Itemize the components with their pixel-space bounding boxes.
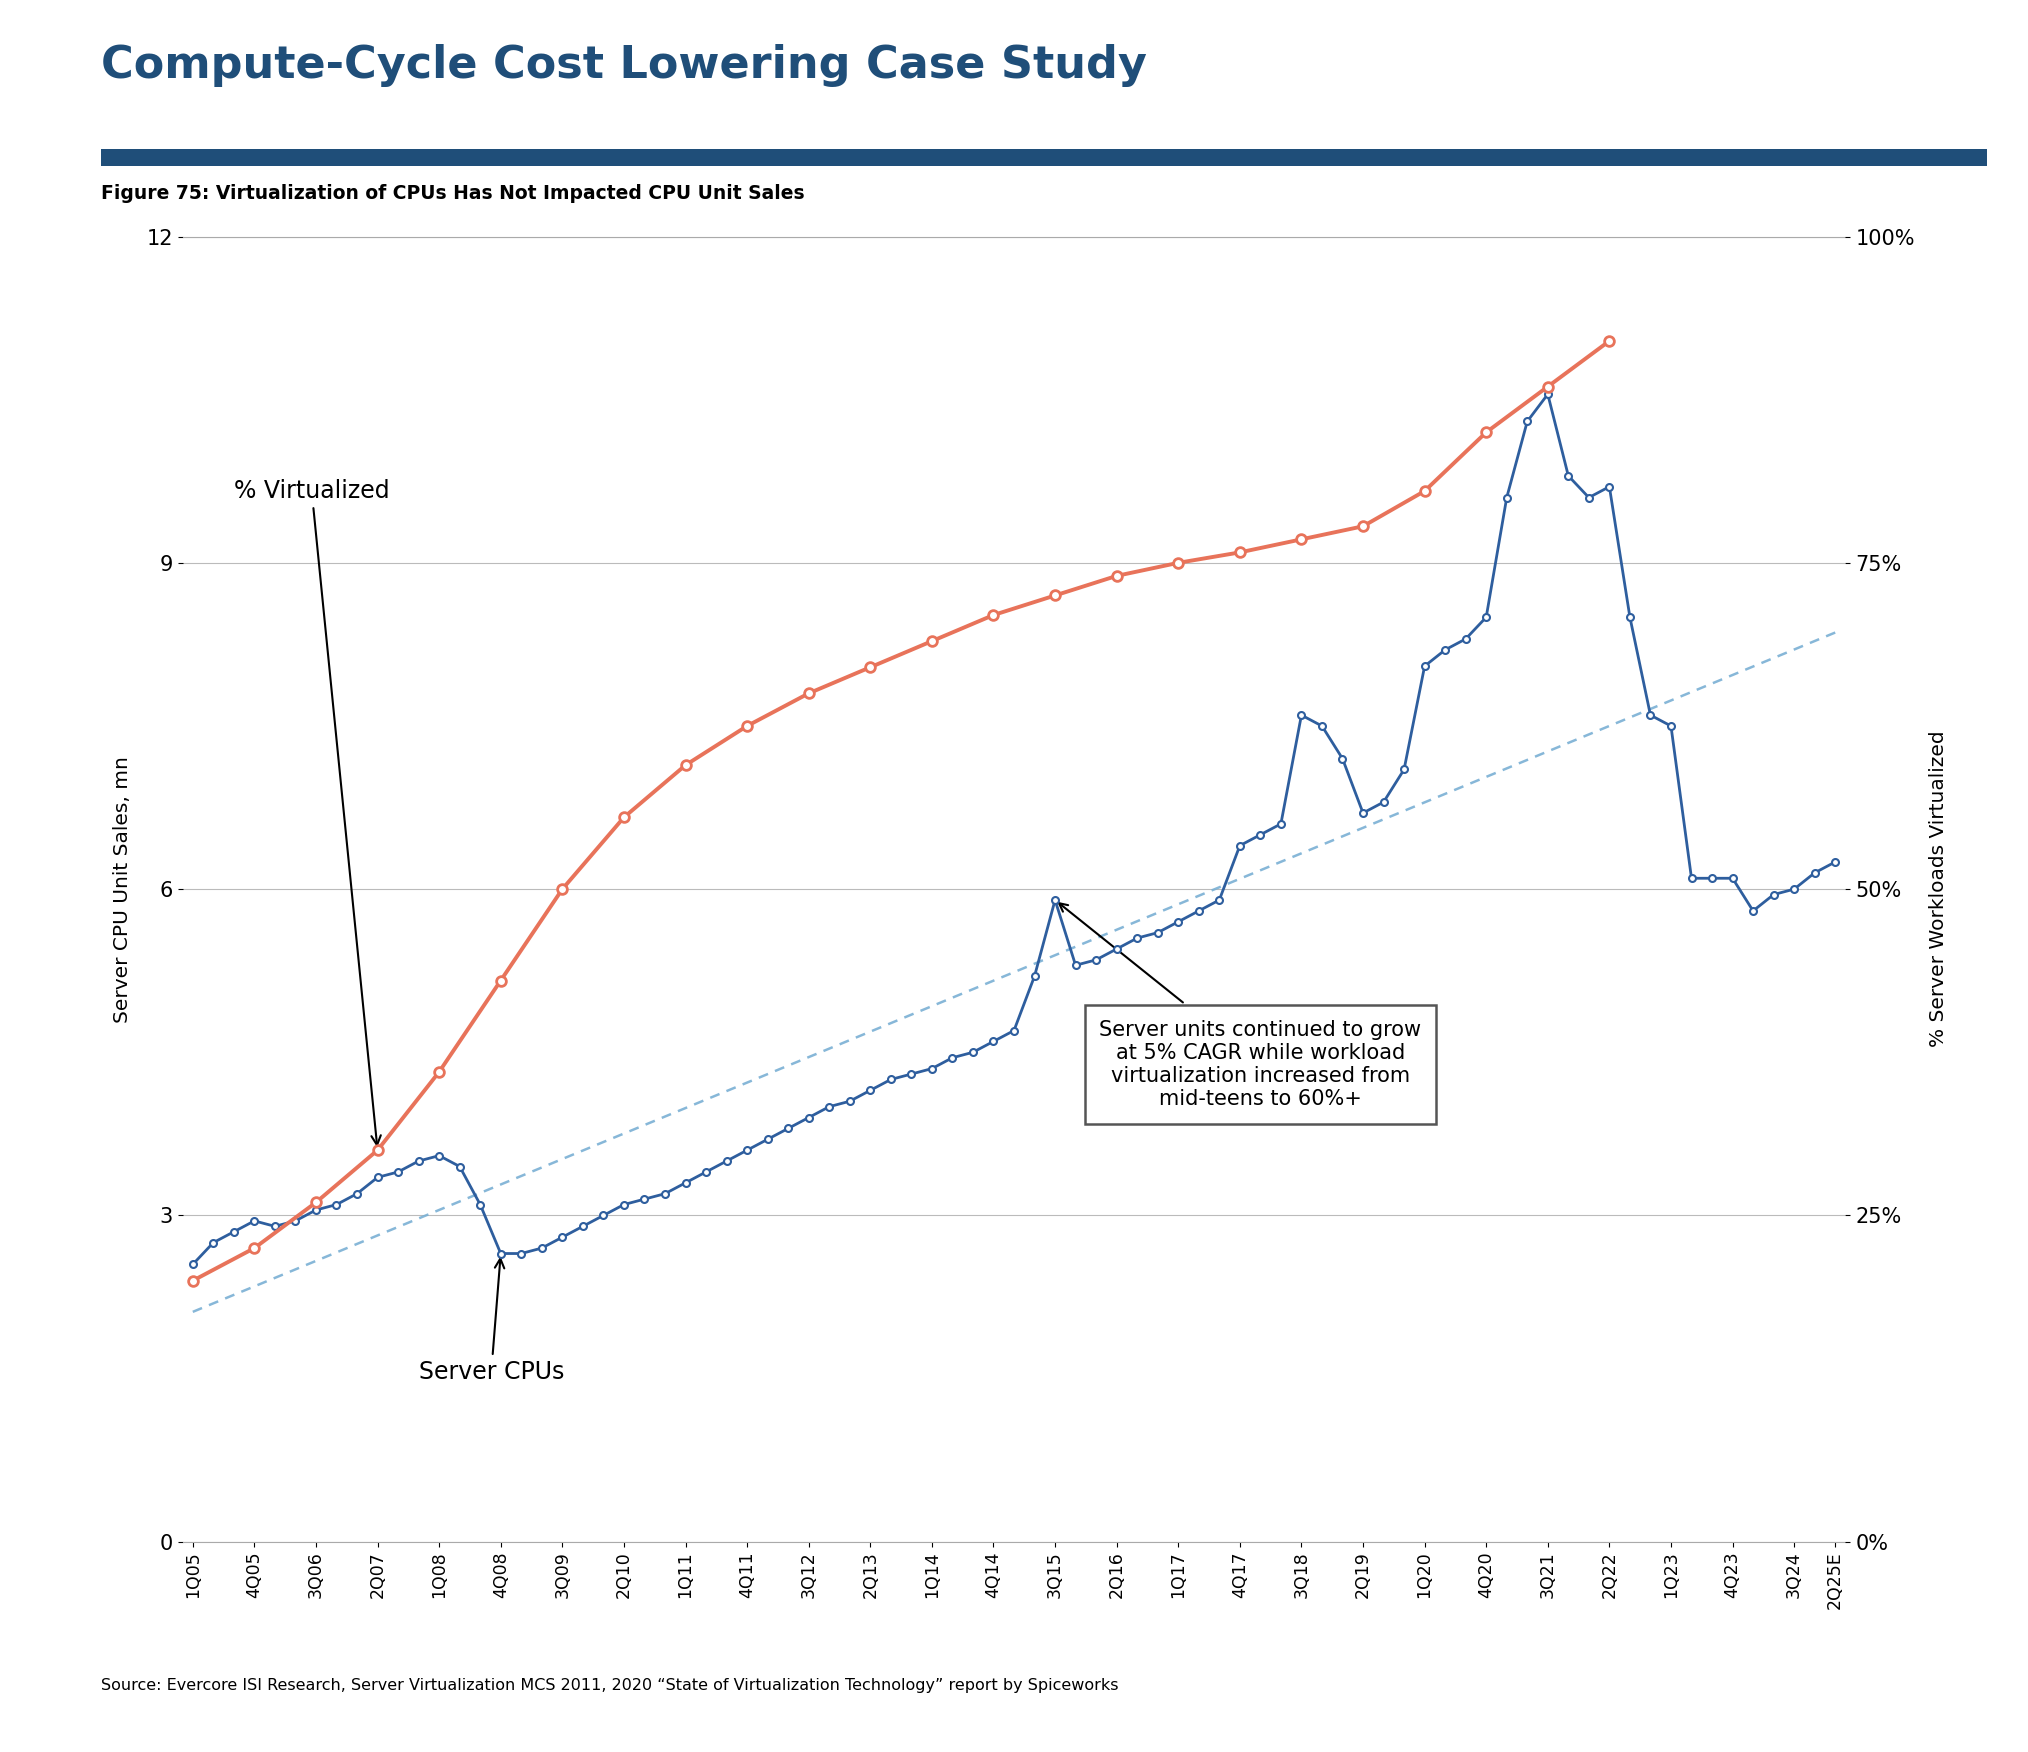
Text: Server CPUs: Server CPUs	[418, 1258, 564, 1384]
Text: Figure 75: Virtualization of CPUs Has Not Impacted CPU Unit Sales: Figure 75: Virtualization of CPUs Has No…	[101, 184, 805, 203]
Y-axis label: % Server Workloads Virtualized: % Server Workloads Virtualized	[1929, 731, 1947, 1048]
Text: % Virtualized: % Virtualized	[233, 478, 389, 1146]
Text: Source: Evercore ISI Research, Server Virtualization MCS 2011, 2020 “State of Vi: Source: Evercore ISI Research, Server Vi…	[101, 1678, 1119, 1694]
Text: Server units continued to grow
at 5% CAGR while workload
virtualization increase: Server units continued to grow at 5% CAG…	[1059, 904, 1422, 1109]
Y-axis label: Server CPU Unit Sales, mn: Server CPU Unit Sales, mn	[114, 755, 132, 1023]
Text: Compute-Cycle Cost Lowering Case Study: Compute-Cycle Cost Lowering Case Study	[101, 44, 1148, 88]
